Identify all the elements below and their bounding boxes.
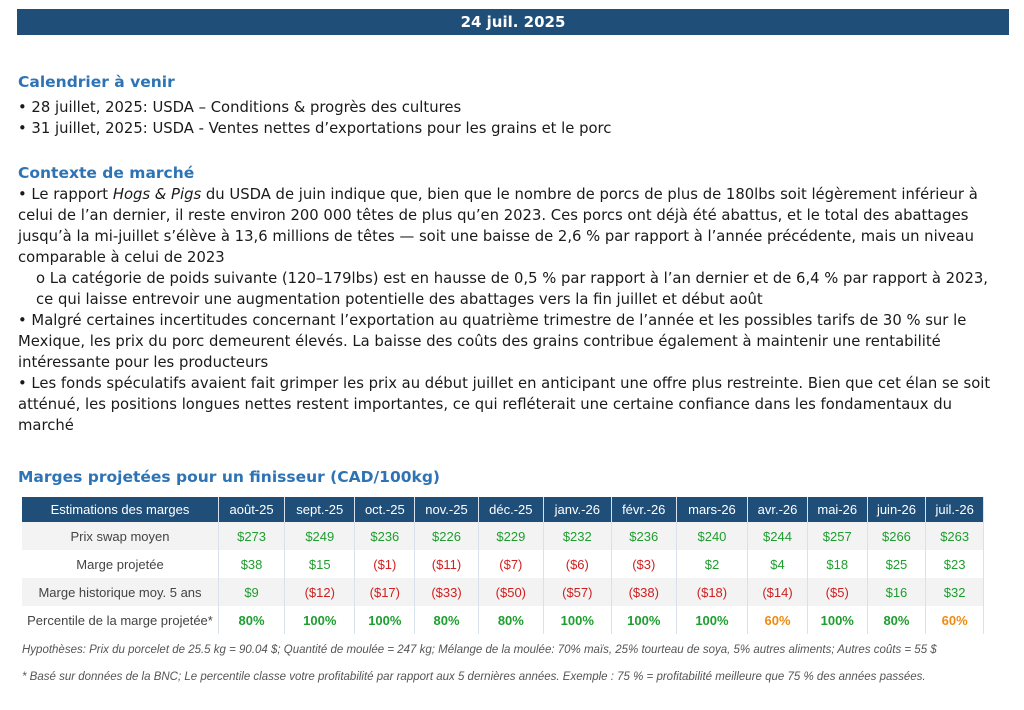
table-header-label: Estimations des marges [22, 497, 219, 522]
table-cell: $32 [925, 578, 984, 606]
table-row: Prix swap moyen $273 $249 $236 $226 $229 $232 $… [22, 522, 984, 550]
table-cell: 80% [867, 606, 927, 634]
footnote: * Basé sur données de la BNC; Le percent… [22, 671, 926, 683]
row-label: Marge historique moy. 5 ans [22, 578, 219, 606]
table-cell: $9 [218, 578, 286, 606]
row-label: Marge projetée [22, 550, 219, 578]
table-cell: 100% [676, 606, 749, 634]
month-header: janv.-26 [543, 497, 612, 522]
context-bullet-1: • Le rapport Hogs & Pigs du USDA de juin… [18, 184, 1008, 268]
table-cell: $15 [284, 550, 356, 578]
table-cell: $25 [867, 550, 927, 578]
month-header: oct.-25 [354, 497, 416, 522]
row-label: Percentile de la marge projetée* [22, 606, 219, 634]
table-cell: $4 [747, 550, 808, 578]
table-cell: ($57) [543, 578, 612, 606]
month-header: juil.-26 [925, 497, 984, 522]
table-cell: $263 [925, 522, 984, 550]
table-cell: $18 [807, 550, 868, 578]
month-header: mai-26 [807, 497, 868, 522]
table-row: Percentile de la marge projetée* 80% 100% 1… [22, 606, 984, 634]
table-cell: 80% [478, 606, 544, 634]
table-cell: 100% [354, 606, 416, 634]
margins-table: Estimations des marges août-25 sept.-25 … [22, 497, 984, 634]
hypotheses-note: Hypothèses: Prix du porcelet de 25.5 kg … [22, 644, 937, 656]
table-cell: $232 [543, 522, 612, 550]
table-row: Marge projetée $38 $15 ($1) ($11) ($7) ($6) ($3… [22, 550, 984, 578]
table-header-row: Estimations des marges août-25 sept.-25 … [22, 497, 984, 522]
month-header: avr.-26 [747, 497, 808, 522]
table-cell: ($12) [284, 578, 356, 606]
table-cell: $266 [867, 522, 927, 550]
context-bullet-1-text: du USDA de juin indique que, bien que le… [18, 186, 978, 266]
table-cell: $38 [218, 550, 286, 578]
month-header: sept.-25 [284, 497, 356, 522]
table-cell: 100% [284, 606, 356, 634]
table-cell: $236 [354, 522, 416, 550]
month-header: déc.-25 [478, 497, 544, 522]
table-cell: 80% [218, 606, 286, 634]
row-label: Prix swap moyen [22, 522, 219, 550]
calendar-section: Calendrier à venir • 28 juillet, 2025: U… [18, 72, 1008, 139]
table-cell: ($6) [543, 550, 612, 578]
table-cell: ($17) [354, 578, 416, 606]
table-cell: 60% [747, 606, 808, 634]
context-sub-bullet: o La catégorie de poids suivante (120–17… [36, 270, 989, 308]
context-heading: Contexte de marché [18, 164, 195, 182]
date-banner: 24 juil. 2025 [17, 9, 1009, 35]
month-header: nov.-25 [414, 497, 479, 522]
table-cell: $16 [867, 578, 927, 606]
table-cell: $23 [925, 550, 984, 578]
table-cell: ($38) [611, 578, 677, 606]
table-body: Prix swap moyen $273 $249 $236 $226 $229 $232 $… [22, 522, 984, 634]
context-section: Contexte de marché • Le rapport Hogs & P… [18, 163, 1008, 436]
table-cell: $240 [676, 522, 749, 550]
table-cell: $244 [747, 522, 808, 550]
table-cell: $249 [284, 522, 356, 550]
table-cell: 80% [414, 606, 479, 634]
context-bullet-3: • Les fonds spéculatifs avaient fait gri… [18, 375, 991, 434]
month-header: août-25 [218, 497, 286, 522]
table-cell: $2 [676, 550, 749, 578]
table-cell: ($5) [807, 578, 868, 606]
calendar-item: • 28 juillet, 2025: USDA – Conditions & … [18, 99, 462, 116]
context-bullet-1-prefix: • Le rapport [18, 186, 113, 203]
table-cell: ($33) [414, 578, 479, 606]
table-cell: $226 [414, 522, 479, 550]
margins-heading: Marges projetées pour un finisseur (CAD/… [18, 468, 441, 486]
table-cell: ($14) [747, 578, 808, 606]
calendar-heading: Calendrier à venir [18, 73, 175, 91]
table-cell: 100% [611, 606, 677, 634]
table-cell: ($3) [611, 550, 677, 578]
context-bullet-2: • Malgré certaines incertitudes concerna… [18, 312, 967, 371]
table-cell: ($50) [478, 578, 544, 606]
table-cell: 60% [925, 606, 984, 634]
table-cell: 100% [543, 606, 612, 634]
calendar-item: • 31 juillet, 2025: USDA - Ventes nettes… [18, 120, 612, 137]
table-cell: $273 [218, 522, 286, 550]
report-name: Hogs & Pigs [112, 186, 202, 203]
table-cell: $257 [807, 522, 868, 550]
table-cell: ($7) [478, 550, 544, 578]
table-cell: ($11) [414, 550, 479, 578]
table-cell: 100% [807, 606, 868, 634]
month-header: juin-26 [867, 497, 927, 522]
month-header: févr.-26 [611, 497, 677, 522]
table-row: Marge historique moy. 5 ans $9 ($12) ($17)(… [22, 578, 984, 606]
table-cell: ($1) [354, 550, 416, 578]
table-cell: $236 [611, 522, 677, 550]
table-cell: ($18) [676, 578, 749, 606]
table-cell: $229 [478, 522, 544, 550]
month-header: mars-26 [676, 497, 749, 522]
